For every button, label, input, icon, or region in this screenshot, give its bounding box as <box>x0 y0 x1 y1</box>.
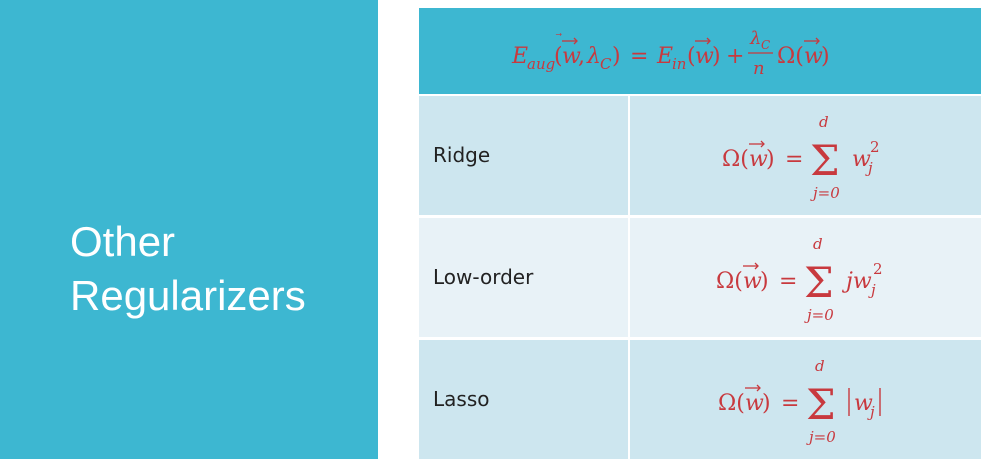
slide-title-line-1: Other <box>70 218 176 265</box>
lasso-formula: Ω( w ) = d Σ j=0 w j <box>630 340 981 459</box>
svg-text:Ω(: Ω( <box>722 147 749 172</box>
svg-text:j=0: j=0 <box>804 306 834 324</box>
svg-text:j=0: j=0 <box>810 184 840 202</box>
svg-text:+: + <box>726 44 744 69</box>
svg-text:=: = <box>781 391 799 416</box>
table-row-ridge: Ridge Ω( w ) = d Σ j=0 w j 2 <box>419 96 981 215</box>
svg-text:j: j <box>867 403 875 421</box>
svg-text:Σ: Σ <box>806 380 836 429</box>
svg-text:): ) <box>821 44 830 69</box>
svg-text:j=0: j=0 <box>806 428 836 446</box>
svg-text:Σ: Σ <box>804 258 834 307</box>
svg-text:=: = <box>779 269 797 294</box>
svg-text:=: = <box>630 44 648 69</box>
svg-text:w: w <box>743 269 762 294</box>
svg-text:C: C <box>761 38 770 52</box>
svg-text:d: d <box>819 113 829 131</box>
svg-text:λ: λ <box>586 44 601 69</box>
ridge-formula: Ω( w ) = d Σ j=0 w j 2 <box>630 96 981 215</box>
svg-text:w: w <box>852 147 871 172</box>
row-name-cell: Lasso <box>419 340 628 459</box>
svg-text:Ω(: Ω( <box>716 269 743 294</box>
table-row-low-order: Low-order Ω( w ) = d Σ j=0 jw j 2 <box>419 218 981 337</box>
svg-text:(: ( <box>554 44 563 69</box>
svg-text:in: in <box>672 55 686 73</box>
svg-text:d: d <box>815 357 825 375</box>
svg-text:jw: jw <box>841 269 872 294</box>
svg-text:n: n <box>753 58 765 79</box>
svg-text:w: w <box>745 391 764 416</box>
svg-text:): ) <box>762 391 771 416</box>
augmented-error-formula: E aug ( w ⃗ , λ C ) = E in ( w ) + λ C n… <box>511 28 830 79</box>
svg-text:w: w <box>854 391 873 416</box>
svg-text:C: C <box>600 55 612 73</box>
svg-text:): ) <box>712 44 721 69</box>
svg-text:): ) <box>766 147 775 172</box>
svg-text:j: j <box>865 159 873 177</box>
slide-title-line-2: Regularizers <box>70 272 306 319</box>
svg-text:w: w <box>695 44 714 69</box>
table-row-lasso: Lasso Ω( w ) = d Σ j=0 w j <box>419 340 981 459</box>
svg-text:w: w <box>562 44 581 69</box>
svg-text:Ω(: Ω( <box>777 44 804 69</box>
svg-text:w: w <box>804 44 823 69</box>
svg-text:E: E <box>656 44 673 69</box>
svg-text:λ: λ <box>749 28 761 49</box>
svg-text:⃗: ⃗ <box>555 33 562 36</box>
title-panel: Other Regularizers <box>0 0 378 459</box>
row-name-cell: Ridge <box>419 96 628 215</box>
svg-text:): ) <box>760 269 769 294</box>
row-name-cell: Low-order <box>419 218 628 337</box>
svg-text:Ω(: Ω( <box>718 391 745 416</box>
svg-text:(: ( <box>687 44 696 69</box>
ridge-formula-math: Ω( w ) = d Σ j=0 w j 2 <box>722 113 880 202</box>
low-order-formula: Ω( w ) = d Σ j=0 jw j 2 <box>630 218 981 337</box>
svg-text:E: E <box>511 44 528 69</box>
slide-title: Other Regularizers <box>70 215 306 323</box>
svg-text:2: 2 <box>873 260 883 278</box>
row-name-ridge: Ridge <box>433 143 491 167</box>
svg-text:j: j <box>868 281 876 299</box>
svg-text:w: w <box>749 147 768 172</box>
row-name-low-order: Low-order <box>433 265 534 289</box>
svg-text:2: 2 <box>870 138 880 156</box>
svg-text:,: , <box>578 44 585 69</box>
low-order-formula-math: Ω( w ) = d Σ j=0 jw j 2 <box>716 235 883 324</box>
svg-text:d: d <box>813 235 823 253</box>
svg-text:Σ: Σ <box>810 136 840 185</box>
row-name-lasso: Lasso <box>433 387 490 411</box>
svg-text:aug: aug <box>527 55 555 73</box>
lasso-formula-math: Ω( w ) = d Σ j=0 w j <box>718 357 881 446</box>
svg-text:=: = <box>785 147 803 172</box>
table-header-formula: E aug ( w ⃗ , λ C ) = E in ( w ) + λ C n… <box>419 8 981 94</box>
svg-text:): ) <box>612 44 621 69</box>
regularizer-table: E aug ( w ⃗ , λ C ) = E in ( w ) + λ C n… <box>419 8 981 459</box>
